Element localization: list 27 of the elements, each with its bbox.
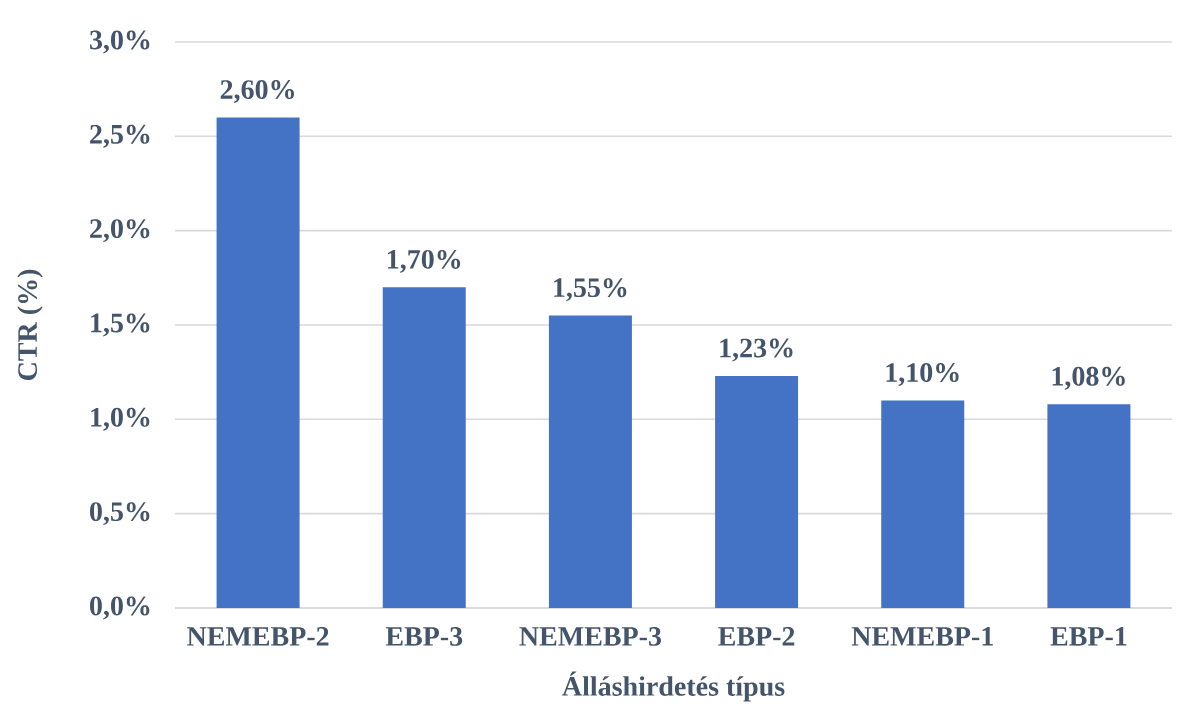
- y-tick-label: 2,0%: [90, 219, 150, 243]
- bar: [548, 315, 632, 608]
- x-tick-label: NEMEBP-2: [187, 627, 329, 646]
- y-tick-label: 2,5%: [90, 124, 150, 148]
- x-tick-label: NEMEBP-1: [851, 627, 993, 646]
- x-tick-label: NEMEBP-3: [519, 627, 662, 646]
- y-tick-label: 3,0%: [90, 30, 150, 54]
- data-label: 1,08%: [1052, 366, 1125, 390]
- bar: [1047, 404, 1131, 608]
- y-tick-label: 0,5%: [90, 502, 150, 526]
- data-label: 1,70%: [388, 249, 461, 273]
- data-label: 1,55%: [554, 278, 627, 302]
- bar: [382, 287, 466, 608]
- y-axis-title: CTR (%): [17, 269, 43, 380]
- data-label: 2,60%: [220, 80, 294, 104]
- x-tick-label: EBP-1: [1050, 627, 1127, 646]
- data-label: 1,10%: [886, 363, 959, 387]
- bar: [715, 375, 799, 608]
- y-tick-label: 1,0%: [91, 407, 150, 431]
- bar: [216, 117, 300, 608]
- x-axis-title: Álláshirdetés típus: [562, 671, 785, 702]
- x-tick-label: EBP-3: [385, 627, 463, 646]
- data-label: 1,23%: [720, 338, 793, 362]
- bar: [881, 400, 965, 608]
- y-tick-label: 0,0%: [90, 596, 150, 620]
- x-tick-label: EBP-2: [718, 627, 795, 646]
- y-tick-label: 1,5%: [91, 313, 150, 337]
